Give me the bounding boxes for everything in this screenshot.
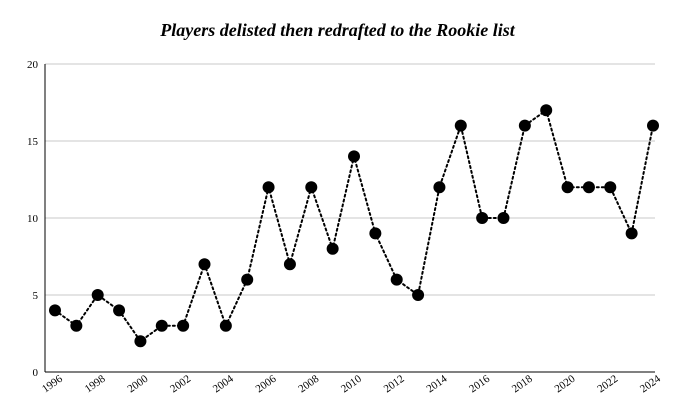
data-point-2004 bbox=[219, 319, 232, 332]
series bbox=[49, 104, 659, 348]
x-tick-label-2000: 2000 bbox=[125, 373, 150, 396]
axes bbox=[44, 64, 655, 373]
x-tick-label-2008: 2008 bbox=[296, 373, 321, 396]
data-point-1997 bbox=[70, 319, 83, 332]
data-point-2001 bbox=[155, 319, 168, 332]
x-tick-label-2016: 2016 bbox=[467, 373, 492, 396]
data-point-2005 bbox=[241, 273, 254, 286]
x-tick-labels: 1996 1998 2000 2002 2004 2006 2008 2010 2012 2014… bbox=[40, 373, 663, 396]
series-line-0 bbox=[54, 108, 654, 343]
data-point-2003 bbox=[198, 258, 211, 271]
x-tick-label-2018: 2018 bbox=[510, 373, 535, 396]
data-point-2018 bbox=[518, 119, 531, 132]
y-tick-label-20: 20 bbox=[27, 59, 39, 71]
gridlines bbox=[45, 63, 655, 296]
y-tick-label-5: 5 bbox=[33, 290, 39, 302]
y-tick-labels: 0 5 10 15 20 bbox=[27, 59, 39, 379]
x-tick-label-2002: 2002 bbox=[168, 373, 193, 395]
data-point-1999 bbox=[113, 304, 126, 317]
x-tick-label-2014: 2014 bbox=[424, 373, 449, 396]
data-point-2009 bbox=[326, 242, 339, 255]
x-tick-label-1998: 1998 bbox=[83, 373, 108, 396]
x-tick-label-2022: 2022 bbox=[595, 373, 620, 395]
x-tick-label-2020: 2020 bbox=[553, 373, 578, 396]
data-point-2010 bbox=[348, 150, 360, 163]
data-point-2020 bbox=[561, 181, 574, 194]
data-point-2008 bbox=[305, 181, 318, 194]
data-point-2024 bbox=[647, 119, 659, 132]
data-point-1998 bbox=[91, 289, 104, 301]
data-point-2015 bbox=[454, 119, 467, 132]
data-point-2007 bbox=[283, 258, 296, 271]
data-point-2002 bbox=[177, 319, 190, 332]
data-point-2021 bbox=[582, 181, 595, 194]
x-tick-label-2004: 2004 bbox=[211, 373, 236, 396]
x-tick-label-2006: 2006 bbox=[254, 373, 279, 396]
data-point-2006 bbox=[262, 181, 275, 194]
data-point-2022 bbox=[604, 181, 617, 194]
data-point-1996 bbox=[49, 304, 61, 317]
y-tick-label-0: 0 bbox=[33, 367, 39, 379]
chart-title: Players delisted then redrafted to the R… bbox=[160, 20, 515, 40]
x-tick-label-1996: 1996 bbox=[40, 373, 65, 396]
x-tick-label-2012: 2012 bbox=[382, 373, 407, 395]
data-point-2014 bbox=[433, 181, 446, 194]
y-tick-label-15: 15 bbox=[27, 136, 39, 148]
x-tick-label-2010: 2010 bbox=[339, 373, 364, 396]
data-point-2019 bbox=[540, 104, 553, 117]
y-tick-label-10: 10 bbox=[27, 213, 39, 225]
data-point-2013 bbox=[412, 289, 425, 301]
data-point-2000 bbox=[134, 335, 147, 348]
data-point-2017 bbox=[497, 212, 510, 224]
data-point-2023 bbox=[625, 227, 638, 240]
data-point-2016 bbox=[476, 212, 489, 224]
x-tick-label-2024: 2024 bbox=[638, 373, 663, 396]
data-point-2011 bbox=[369, 227, 382, 240]
data-point-2012 bbox=[390, 273, 403, 286]
